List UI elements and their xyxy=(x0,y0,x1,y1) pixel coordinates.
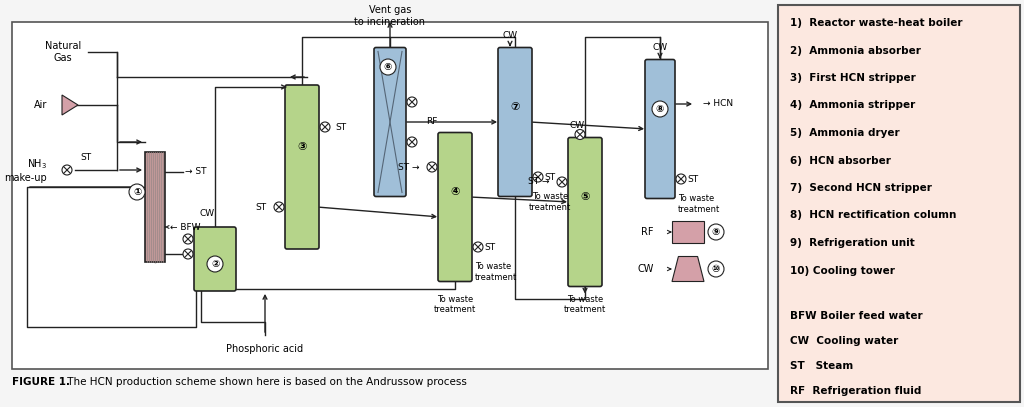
Text: 3)  First HCN stripper: 3) First HCN stripper xyxy=(790,73,915,83)
Circle shape xyxy=(534,172,543,182)
Text: ⑦: ⑦ xyxy=(510,102,520,112)
Text: To waste
treatment: To waste treatment xyxy=(564,295,606,314)
Text: To waste
treatment: To waste treatment xyxy=(678,194,720,214)
Circle shape xyxy=(62,165,72,175)
Text: ← BFW: ← BFW xyxy=(170,223,201,232)
Circle shape xyxy=(427,162,437,172)
Text: ①: ① xyxy=(133,187,141,197)
Text: CW: CW xyxy=(569,121,585,130)
FancyBboxPatch shape xyxy=(568,138,602,287)
Text: ST →: ST → xyxy=(398,162,420,171)
Polygon shape xyxy=(672,256,705,282)
Circle shape xyxy=(473,242,483,252)
Circle shape xyxy=(652,101,668,117)
Bar xyxy=(12,22,768,369)
Circle shape xyxy=(407,137,417,147)
Text: ②: ② xyxy=(211,259,219,269)
Text: → ST: → ST xyxy=(185,168,207,177)
FancyBboxPatch shape xyxy=(285,85,319,249)
FancyBboxPatch shape xyxy=(374,48,406,197)
Text: RF  Refrigeration fluid: RF Refrigeration fluid xyxy=(790,386,922,396)
Text: NH$_3$
make-up: NH$_3$ make-up xyxy=(4,157,47,183)
Text: ⑧: ⑧ xyxy=(656,104,665,114)
Polygon shape xyxy=(62,95,78,115)
Text: 1)  Reactor waste-heat boiler: 1) Reactor waste-heat boiler xyxy=(790,18,963,28)
FancyBboxPatch shape xyxy=(438,133,472,282)
Circle shape xyxy=(380,59,396,75)
Text: ST: ST xyxy=(484,243,496,252)
Circle shape xyxy=(274,202,284,212)
Text: ⑤: ⑤ xyxy=(581,192,590,202)
Text: ST: ST xyxy=(335,123,346,131)
Bar xyxy=(672,221,705,243)
Text: ③: ③ xyxy=(297,142,306,152)
Text: 10) Cooling tower: 10) Cooling tower xyxy=(790,265,895,276)
Circle shape xyxy=(557,177,567,187)
Text: CW  Cooling water: CW Cooling water xyxy=(790,336,898,346)
Text: Air: Air xyxy=(34,100,47,110)
Circle shape xyxy=(183,234,193,244)
Text: CW: CW xyxy=(652,43,668,52)
Text: 5)  Ammonia dryer: 5) Ammonia dryer xyxy=(790,128,900,138)
Text: Natural
Gas: Natural Gas xyxy=(45,41,81,63)
Text: ST →: ST → xyxy=(528,177,550,186)
Text: ⑨: ⑨ xyxy=(712,227,720,237)
Text: CW: CW xyxy=(200,210,215,219)
Text: RF: RF xyxy=(426,118,437,127)
Text: To waste
treatment: To waste treatment xyxy=(528,192,571,212)
Text: 8)  HCN rectification column: 8) HCN rectification column xyxy=(790,210,956,221)
Text: To waste
treatment: To waste treatment xyxy=(434,295,476,314)
FancyBboxPatch shape xyxy=(498,48,532,197)
Text: 4)  Ammonia stripper: 4) Ammonia stripper xyxy=(790,101,915,110)
Text: ST   Steam: ST Steam xyxy=(790,361,853,371)
Circle shape xyxy=(183,249,193,259)
Text: ⑥: ⑥ xyxy=(384,62,392,72)
Text: ST: ST xyxy=(256,203,267,212)
Text: FIGURE 1.: FIGURE 1. xyxy=(12,377,70,387)
Text: ④: ④ xyxy=(451,187,460,197)
Circle shape xyxy=(407,97,417,107)
Text: 2)  Ammonia absorber: 2) Ammonia absorber xyxy=(790,46,921,55)
Text: 7)  Second HCN stripper: 7) Second HCN stripper xyxy=(790,183,932,193)
Circle shape xyxy=(207,256,223,272)
Bar xyxy=(145,152,165,262)
FancyBboxPatch shape xyxy=(194,227,236,291)
Circle shape xyxy=(708,224,724,240)
Circle shape xyxy=(676,174,686,184)
Text: CW: CW xyxy=(638,264,654,274)
Text: ST: ST xyxy=(545,173,556,182)
Text: ST: ST xyxy=(687,175,698,184)
Circle shape xyxy=(129,184,145,200)
Text: 9)  Refrigeration unit: 9) Refrigeration unit xyxy=(790,238,914,248)
Text: 6)  HCN absorber: 6) HCN absorber xyxy=(790,155,891,166)
Bar xyxy=(778,5,1020,402)
FancyBboxPatch shape xyxy=(645,59,675,199)
Text: CW: CW xyxy=(503,31,517,40)
Text: BFW Boiler feed water: BFW Boiler feed water xyxy=(790,311,923,321)
Circle shape xyxy=(708,261,724,277)
Text: → HCN: → HCN xyxy=(703,99,733,109)
Text: RF: RF xyxy=(641,227,654,237)
Text: To waste
treatment: To waste treatment xyxy=(475,262,517,282)
Text: The HCN production scheme shown here is based on the Andrussow process: The HCN production scheme shown here is … xyxy=(63,377,467,387)
Text: ST: ST xyxy=(80,153,91,162)
Circle shape xyxy=(319,122,330,132)
Text: Vent gas
to incineration: Vent gas to incineration xyxy=(354,5,426,26)
Text: Phosphoric acid: Phosphoric acid xyxy=(226,344,303,354)
Circle shape xyxy=(575,129,585,140)
Text: ⑩: ⑩ xyxy=(712,264,720,274)
